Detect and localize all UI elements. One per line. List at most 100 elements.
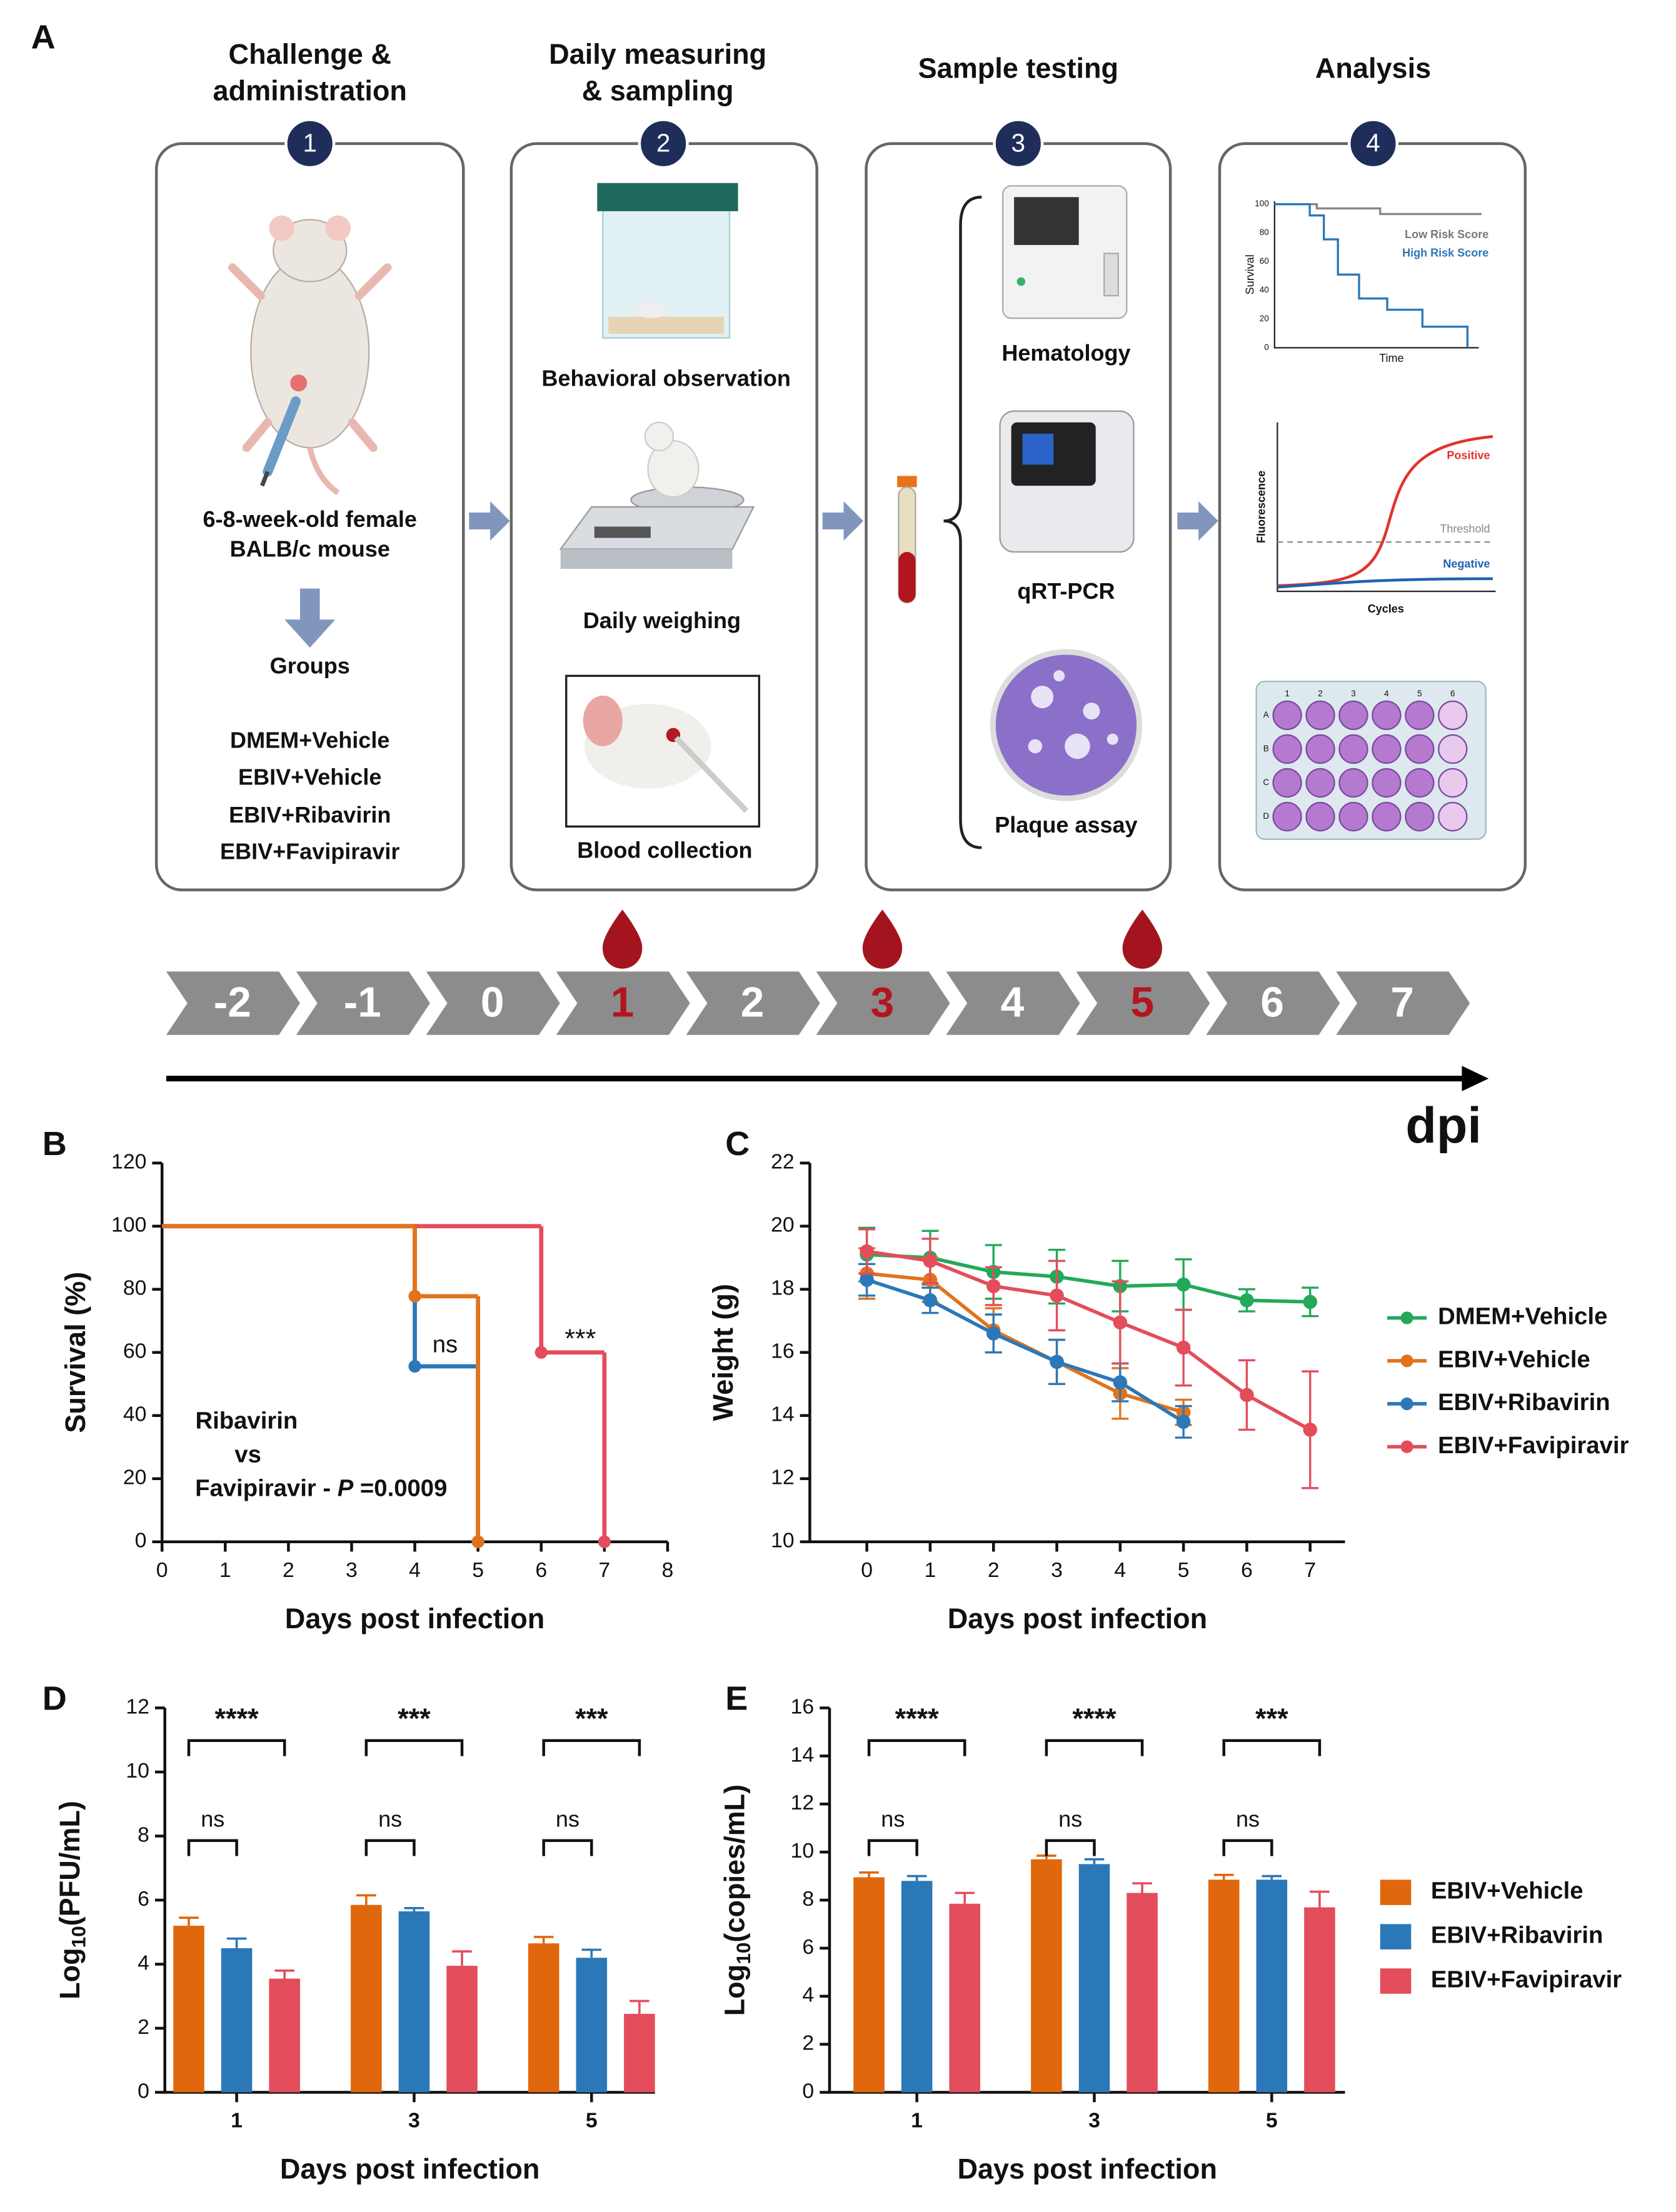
mini-curve [1277,577,1493,589]
x-axis-label: Days post infection [957,2153,1217,2185]
error-bar [356,1894,376,1905]
bar [528,1943,560,2093]
timeline-chevron [686,971,820,1035]
legend-label: EBIV+Vehicle [1431,1878,1583,1904]
error-bar [533,1936,554,1944]
survival-point [408,1289,421,1303]
blood-drop [1122,909,1162,969]
plate-column-label: 1 [1285,689,1290,698]
badge-number: 1 [303,129,317,158]
badge [993,118,1044,169]
timeline-day: -1 [344,979,381,1026]
badge [1347,118,1399,169]
timeline-day: 2 [741,979,765,1026]
p-text: P [338,1474,354,1501]
bar [901,1881,933,2093]
well [1405,700,1435,731]
bar [1127,1893,1158,2093]
mini-legend: High Risk Score [1402,246,1488,259]
timeline-chevron [1336,971,1470,1035]
x-tick-label: 2 [283,1558,294,1582]
y-tick-label: 14 [791,1743,815,1766]
timeline-chevron [946,971,1080,1035]
y-tick-label: 12 [126,1694,149,1718]
x-tick-label: 6 [535,1558,547,1582]
item-label: Daily weighing [583,608,741,633]
y-tick-label: 2 [802,2031,814,2055]
point [860,1273,874,1287]
x-axis-label: Days post infection [948,1603,1208,1634]
significance-bracket [1222,1739,1322,1756]
error-bar [1132,1882,1152,1893]
p-text: =0.0009 [353,1474,447,1501]
panel-a: A Challenge & administration Daily measu… [31,18,1527,1154]
error-bar [226,1937,247,1948]
point [1113,1375,1128,1389]
flow-arrow [822,501,864,541]
error-bar [1213,1873,1234,1880]
y-tick-label: 6 [802,1935,814,1959]
timeline-chevron [166,971,300,1035]
well [1272,801,1302,832]
y-tick-label: 10 [791,1839,815,1863]
bar [221,1948,253,2093]
legend-dot [1400,1311,1413,1324]
timeline-day: 4 [1001,979,1025,1026]
badge [638,118,689,169]
mini-tick-label: 100 [1255,199,1269,208]
series-line [866,1253,1310,1304]
significance-label: *** [398,1703,431,1734]
item-label: qRT-PCR [1017,578,1115,604]
mini-axis-label: Cycles [1368,603,1404,615]
y-axis-label-part: (PFU/mL) [54,1801,86,1926]
annotation: vs [234,1441,261,1468]
timeline-day: -2 [214,979,251,1026]
panel-label: D [43,1680,67,1718]
well [1338,768,1368,798]
point [1303,1423,1318,1437]
plate-row-label: B [1263,744,1269,753]
legend-label: EBIV+Vehicle [1438,1346,1590,1373]
step-title: Daily measuring [549,38,766,70]
survival-point [598,1535,611,1548]
point [1176,1414,1191,1429]
error-bar [274,1969,294,1979]
legend-swatch [1380,1924,1412,1949]
well [1438,734,1468,764]
annotation: *** [565,1324,596,1354]
well [1438,700,1468,731]
blood-drop [602,909,643,969]
significance-label: ns [201,1806,224,1832]
bar [1031,1859,1062,2093]
bar [576,1958,608,2093]
point [1050,1288,1064,1303]
significance-bracket [1222,1839,1273,1856]
point [923,1254,938,1268]
x-tick-label: 5 [1266,2109,1278,2133]
mini-survival-chart: Low Risk Score High Risk Score Survival … [1243,199,1488,364]
significance-label: **** [1072,1703,1116,1734]
series-line [866,1278,1185,1424]
well [1372,734,1402,764]
blood-collection-illustration [565,674,761,828]
well [1305,700,1335,731]
error-bar [1262,1874,1282,1880]
bar [624,2013,655,2093]
significance-bracket [187,1839,238,1856]
well [1438,768,1468,798]
group-label: DMEM+Vehicle [230,728,389,753]
significance-bracket [364,1739,464,1756]
annotation: ns [433,1331,458,1358]
plate-column-label: 6 [1450,689,1455,698]
y-axis-label-part: 10 [68,1926,90,1948]
legend-label: EBIV+Favipiravir [1438,1432,1628,1459]
panel-label: B [43,1125,67,1163]
x-tick-label: 1 [219,1558,231,1582]
plate-wells: 1 2 3 4 5 6 A B C D [1263,689,1468,832]
plate-column-label: 4 [1384,689,1389,698]
timeline-chevron [816,971,950,1035]
significance-label: **** [215,1703,259,1734]
y-tick-label: 4 [138,1951,149,1974]
legend-dot [1400,1397,1413,1411]
x-tick-label: 7 [598,1558,610,1582]
